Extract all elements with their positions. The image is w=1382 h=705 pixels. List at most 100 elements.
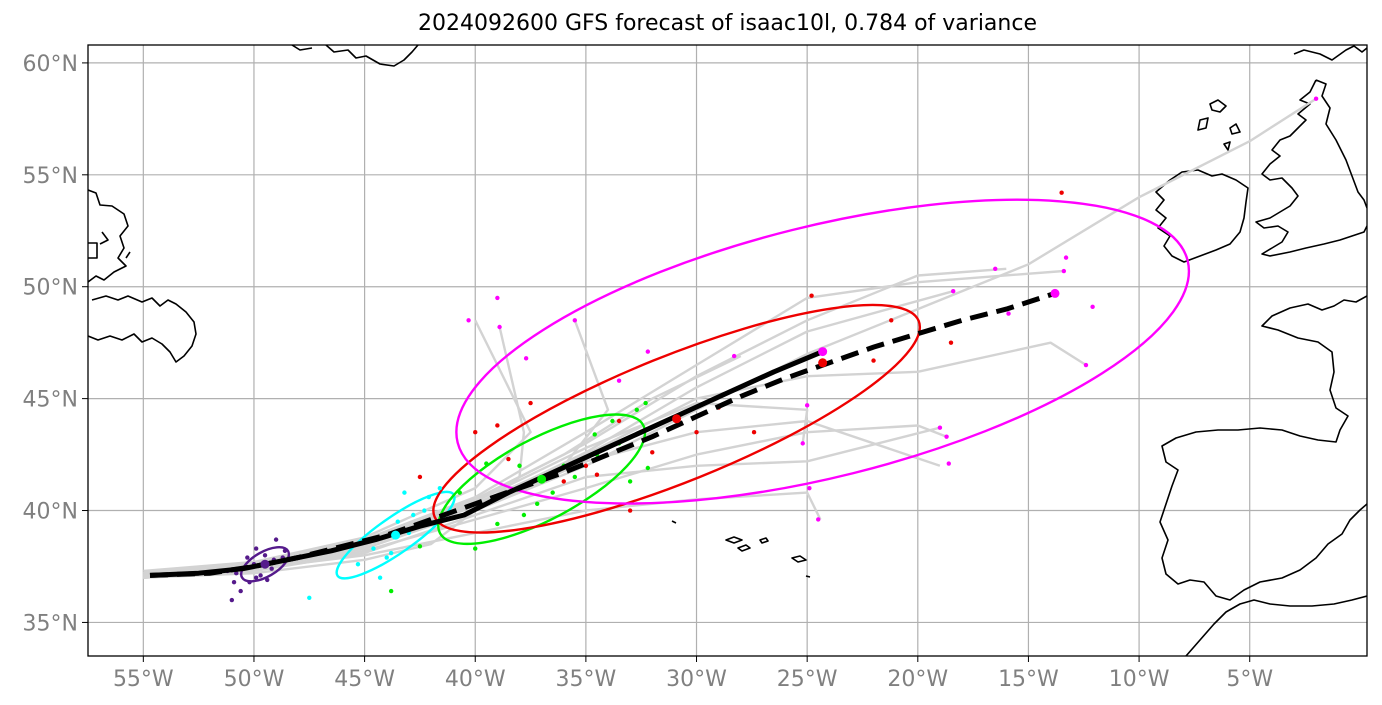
x-tick-label: 35°W [556,667,617,692]
magenta-point [1083,362,1089,368]
red-point [616,418,622,424]
green-point [495,521,500,527]
ensemble-track [143,326,526,579]
magenta-point [800,441,805,446]
red-point [627,508,633,513]
green-ellipse [437,413,647,546]
red-point [871,358,876,363]
purple-point [282,548,288,554]
red-point [506,456,511,462]
purple-point [234,570,239,576]
red-point [583,463,589,468]
red-point [889,318,894,323]
magenta-point [495,295,500,301]
coastline-great-britain [1255,79,1367,257]
purple-ellipse [240,546,291,583]
red-point [594,472,600,477]
green-point [457,490,462,495]
green-point [521,512,527,518]
purple-point [265,577,270,583]
green-point [572,474,578,480]
y-tick-label: 60°N [23,52,78,77]
cyan-point [437,485,443,491]
magenta-point [1006,311,1011,316]
magenta-point [944,434,949,439]
coastline-hebrides [1197,99,1241,151]
ensemble-track [143,290,954,577]
coastline-greenland [291,45,419,67]
cyan-point [402,490,407,495]
green-point [645,465,651,471]
red-point [495,423,500,428]
red-point [417,474,423,480]
cyan-point [395,519,400,524]
y-tick-label: 40°N [23,500,78,525]
purple-point [273,537,279,542]
purple-point [258,573,263,578]
ensemble-track [143,269,1064,575]
red-center-marker [672,414,682,424]
uncertainty-ellipses [240,198,1191,583]
red-point [694,429,699,435]
x-tick-label: 30°W [666,667,727,692]
magenta-end-marker [1050,288,1060,298]
cyan-point [307,595,312,601]
ensemble-track [143,97,1317,579]
magenta-point [1313,96,1319,101]
magenta-point [937,425,943,430]
green-point [550,490,555,495]
x-tick-label: 10°W [1109,667,1170,692]
green-point [517,463,522,468]
red-point [473,429,478,435]
purple-point [247,579,252,585]
coastline-ireland [1155,169,1249,263]
gridlines [88,45,1367,656]
cyan-point [355,562,361,567]
green-point [634,407,639,413]
purple-point [238,588,243,594]
magenta-point [804,403,810,408]
purple-point [229,597,235,603]
cyan-point [388,550,394,556]
y-tick-label: 35°N [23,611,78,636]
red-point [809,293,814,298]
purple-point [269,566,274,571]
x-tick-label: 15°W [998,667,1059,692]
purple-point [253,575,259,580]
magenta-point [816,517,821,522]
purple-point [253,546,259,551]
y-tick-label: 55°N [23,164,78,189]
magenta-center-marker [818,347,828,357]
cyan-point [426,494,431,500]
red-end-marker [818,358,828,368]
magenta-point [523,356,529,361]
magenta-point [497,324,502,330]
coastlines [88,45,1367,656]
coastline-france [1159,295,1367,601]
cyan-point [377,575,383,580]
red-point [528,400,533,406]
coastline-africa [1185,595,1367,656]
green-point [388,588,394,594]
coastline-iceland [1293,45,1367,61]
red-ellipse [432,303,922,534]
ensemble-tracks [143,97,1317,579]
magenta-point [616,378,622,383]
magenta-point [946,461,951,466]
magenta-point [1090,304,1095,310]
coastline-newfoundland [88,189,197,363]
green-point [484,461,489,466]
coastline-azores [671,520,811,578]
cyan-point [411,512,416,518]
green-center-marker [537,474,547,484]
y-tick-label: 50°N [23,276,78,301]
red-point [1059,190,1064,195]
red-point [650,450,655,455]
magenta-point [466,318,471,323]
y-tick-label: 45°N [23,388,78,413]
green-point [610,418,615,424]
cyan-point [384,555,389,560]
green-point [417,544,423,549]
